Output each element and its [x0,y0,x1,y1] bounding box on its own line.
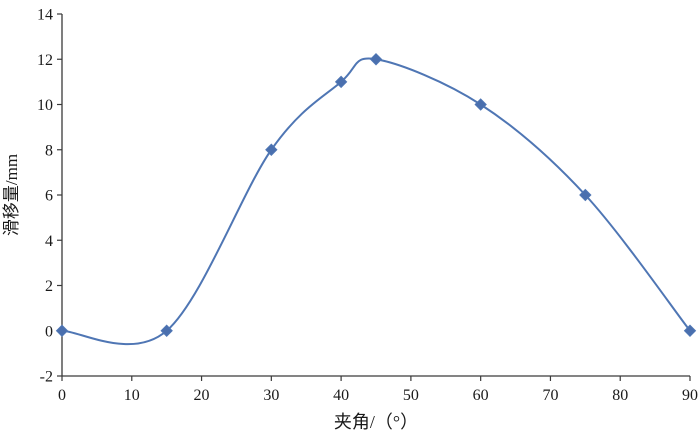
y-tick-label: 4 [45,233,53,250]
y-tick-label: -2 [40,369,53,386]
x-axis-title: 夹角/（°） [334,412,418,432]
x-tick-label: 0 [58,387,66,404]
data-point-marker [265,143,278,156]
y-tick-label: 2 [45,278,53,295]
y-axis-title: 滑移量/mm [2,154,21,236]
y-tick-label: 10 [37,97,53,114]
data-point-marker [160,324,173,337]
data-point-marker [683,324,697,337]
data-point-marker [474,98,487,111]
x-tick-label: 60 [473,387,489,404]
y-tick-label: 8 [45,142,53,159]
data-point-marker [369,53,383,66]
x-tick-label: 30 [263,387,279,404]
x-tick-label: 50 [403,387,419,404]
data-point-marker [55,324,69,337]
x-tick-label: 70 [542,387,558,404]
data-point-marker [334,75,348,89]
x-tick-label: 10 [124,387,140,404]
x-tick-label: 20 [194,387,210,404]
x-tick-label: 80 [612,387,628,404]
y-tick-label: 0 [45,323,53,340]
x-tick-label: 90 [682,387,698,404]
data-point-marker [579,188,592,202]
y-tick-label: 6 [45,188,53,205]
y-tick-label: 12 [37,52,53,69]
x-tick-label: 40 [333,387,349,404]
y-tick-label: 14 [37,7,53,24]
